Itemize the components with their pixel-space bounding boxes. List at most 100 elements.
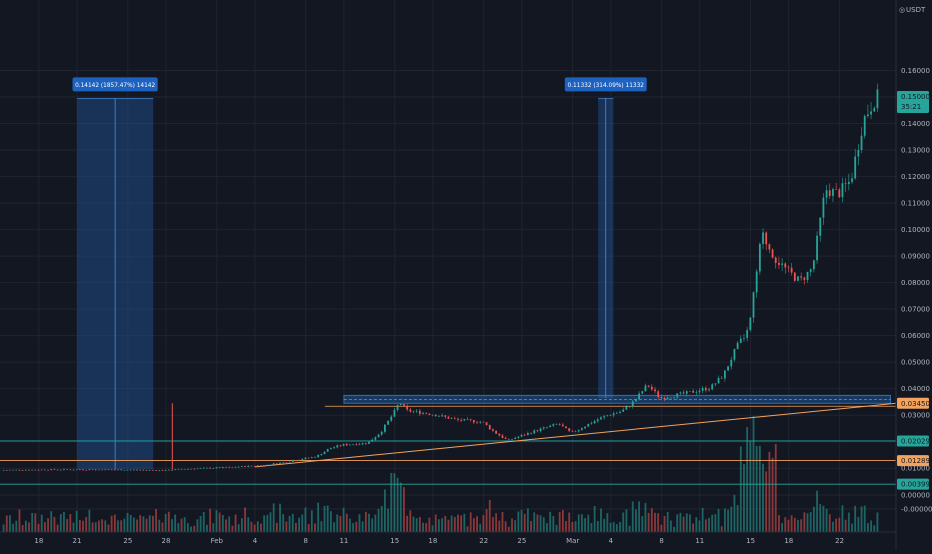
candle-body xyxy=(466,419,469,420)
range-boxes[interactable]: 0.14142 (1857.47%) 14142 0.11332 (314.09%… xyxy=(72,77,647,470)
candle-body xyxy=(244,466,246,467)
candle-body xyxy=(492,429,494,431)
candle-body xyxy=(37,469,40,471)
candle-body xyxy=(85,470,88,471)
volume-bar xyxy=(441,518,443,532)
candle-body xyxy=(669,397,672,399)
volume-bar xyxy=(53,516,56,532)
time-tick-label: Mar xyxy=(566,537,579,545)
volume-bar xyxy=(199,516,202,532)
price-tick-label: 0.16000 xyxy=(901,67,930,75)
candle-body xyxy=(47,470,49,471)
candle-body xyxy=(428,413,431,415)
volume-bar xyxy=(828,514,831,532)
volume-bar xyxy=(762,463,764,532)
candle-body xyxy=(631,401,634,407)
candle-body xyxy=(361,443,364,445)
candle-body xyxy=(161,470,164,471)
candle-body xyxy=(225,467,227,468)
candle-body xyxy=(412,411,415,412)
price-tick-label: 0.01000 xyxy=(901,465,930,473)
candle-body xyxy=(206,467,208,469)
candle-body xyxy=(59,469,62,471)
volume-bar xyxy=(422,522,424,532)
volume-bar xyxy=(368,513,370,532)
candle-body xyxy=(202,467,205,469)
volume-bar xyxy=(507,526,510,532)
candle-body xyxy=(660,397,663,398)
volume-bar xyxy=(720,526,723,532)
candle-body xyxy=(250,465,253,467)
candle-body xyxy=(126,469,129,471)
candle-body xyxy=(393,409,396,417)
candle-body xyxy=(441,415,443,417)
candle-body xyxy=(526,432,529,436)
volume-bar xyxy=(9,515,11,532)
candle-body xyxy=(768,244,771,250)
volume-bar xyxy=(101,519,103,532)
volume-bar xyxy=(526,508,529,532)
volume-bar xyxy=(21,525,24,532)
volume-bar xyxy=(479,523,482,532)
volume-bar xyxy=(320,521,323,532)
volume-bar xyxy=(857,517,860,532)
volume-bar xyxy=(733,494,736,532)
candle-body xyxy=(158,470,161,471)
candle-body xyxy=(31,469,34,471)
volume-bar xyxy=(34,513,37,532)
candle-body xyxy=(622,409,625,412)
time-tick-label: 22 xyxy=(479,537,488,545)
candle-body xyxy=(587,423,590,427)
price-badge-bg xyxy=(897,91,929,114)
candle-body xyxy=(581,428,583,430)
candle-body xyxy=(851,178,853,182)
horizontal-lines[interactable] xyxy=(0,394,897,485)
candle-body xyxy=(307,457,310,459)
candle-body xyxy=(619,411,621,413)
volume-bar xyxy=(533,512,536,532)
price-axis[interactable]: 0.16000 0.15000 0.14000 0.13000 0.12000 0.110… xyxy=(895,0,932,550)
volume-bar xyxy=(158,519,161,532)
candle-body xyxy=(800,276,803,278)
volume-bar xyxy=(682,516,685,532)
volume-bar xyxy=(758,445,761,532)
volume-bar xyxy=(120,520,123,532)
candle-body xyxy=(498,433,501,436)
price-badge-label: 0.15000 xyxy=(901,93,930,101)
volume-bar xyxy=(495,513,498,532)
candle-body xyxy=(514,437,517,440)
candle-body xyxy=(720,378,723,379)
volume-bar xyxy=(650,508,653,532)
candle-body xyxy=(190,468,192,470)
volume-bar xyxy=(781,522,784,532)
candle-body xyxy=(565,426,567,429)
candle-body xyxy=(822,197,825,218)
volume-bar xyxy=(355,521,358,532)
candle-body xyxy=(857,150,860,157)
volume-bar xyxy=(663,515,666,532)
candle-body xyxy=(113,469,116,471)
candle-body xyxy=(310,457,313,458)
candle-body xyxy=(752,292,755,318)
candle-body xyxy=(196,468,199,470)
candle-body xyxy=(460,419,463,421)
candle-body xyxy=(485,422,488,426)
volume-bar xyxy=(15,520,18,532)
volume-bar xyxy=(218,512,221,532)
candle-body xyxy=(323,451,326,455)
candle-body xyxy=(689,390,691,392)
volume-bar xyxy=(2,524,5,532)
candle-body xyxy=(355,444,358,445)
price-badge-bg xyxy=(897,478,929,490)
volume-bar xyxy=(844,519,847,532)
candle-body xyxy=(78,469,81,471)
volume-bar xyxy=(164,513,167,532)
candle-body xyxy=(136,469,138,471)
volume-bar xyxy=(536,514,539,532)
time-axis[interactable]: 18 21 25 28 Feb 4 8 11 15 18 22 25 Mar 4 8 11 15 18 22 xyxy=(0,531,896,545)
volume-bar xyxy=(819,504,822,532)
candle-body xyxy=(9,469,11,471)
time-tick-label: 21 xyxy=(73,537,82,545)
